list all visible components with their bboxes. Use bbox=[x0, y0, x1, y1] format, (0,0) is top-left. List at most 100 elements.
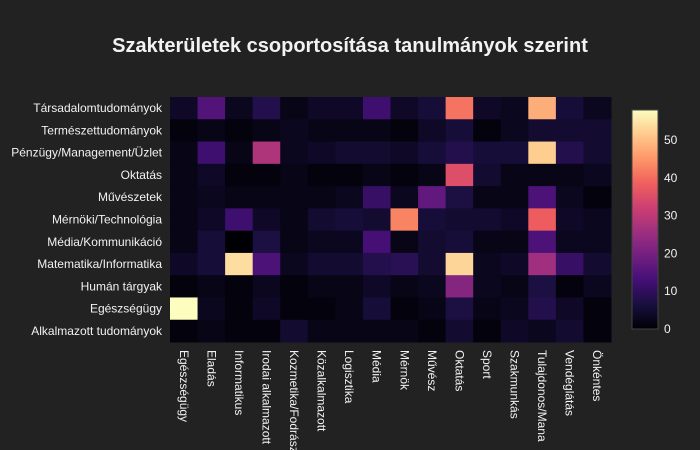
heatmap-cell bbox=[170, 186, 199, 209]
heatmap-cell bbox=[555, 319, 584, 343]
heatmap-cell bbox=[252, 230, 281, 254]
heatmap-cell bbox=[307, 319, 336, 343]
heatmap-cell bbox=[335, 297, 364, 321]
colorbar-tick-label: 10 bbox=[664, 284, 678, 298]
heatmap-cell bbox=[390, 297, 419, 321]
heatmap-cell bbox=[500, 186, 529, 209]
heatmap-cell bbox=[390, 186, 419, 209]
heatmap-cell bbox=[335, 319, 364, 343]
heatmap-cell bbox=[418, 186, 447, 209]
heatmap-cell bbox=[362, 119, 391, 143]
heatmap-cells bbox=[170, 97, 612, 343]
x-tick-label: Média bbox=[370, 350, 384, 383]
y-tick-label: Matematika/Informatika bbox=[37, 257, 162, 271]
heatmap-cell bbox=[307, 297, 336, 321]
heatmap-cell bbox=[555, 163, 584, 187]
heatmap-cell bbox=[280, 208, 309, 232]
heatmap-cell bbox=[473, 119, 502, 143]
x-tick-label: Irodai alkalmazott bbox=[259, 350, 273, 445]
heatmap-cell bbox=[225, 297, 254, 321]
heatmap-cell bbox=[445, 163, 474, 187]
heatmap-cell bbox=[473, 297, 502, 321]
colorbar-tick-label: 40 bbox=[664, 171, 678, 185]
heatmap-cell bbox=[197, 119, 226, 143]
x-tick-label: Oktatás bbox=[452, 350, 466, 391]
x-tick-label: Mérnök bbox=[397, 350, 411, 391]
x-tick-label: Közalkalmazott bbox=[315, 350, 329, 432]
heatmap-cell bbox=[252, 275, 281, 298]
heatmap-cell bbox=[225, 252, 254, 276]
heatmap-cell bbox=[473, 319, 502, 343]
heatmap-cell bbox=[335, 97, 364, 120]
heatmap-cell bbox=[500, 230, 529, 254]
heatmap-cell bbox=[583, 186, 612, 209]
heatmap-cell bbox=[418, 252, 447, 276]
colorbar-tick-label: 30 bbox=[664, 209, 678, 223]
heatmap-cell bbox=[252, 208, 281, 232]
heatmap-cell bbox=[528, 163, 557, 187]
heatmap-cell bbox=[500, 319, 529, 343]
heatmap-cell bbox=[583, 252, 612, 276]
x-tick-label: Önkéntes bbox=[590, 350, 604, 401]
chart-title: Szakterületek csoportosítása tanulmányok… bbox=[112, 35, 588, 57]
heatmap-cell bbox=[473, 208, 502, 232]
heatmap-cell bbox=[473, 97, 502, 120]
heatmap-cell bbox=[280, 141, 309, 165]
heatmap-cell bbox=[418, 119, 447, 143]
heatmap-cell bbox=[555, 119, 584, 143]
y-tick-label: Természettudományok bbox=[41, 123, 163, 137]
heatmap-cell bbox=[225, 97, 254, 120]
heatmap-cell bbox=[362, 252, 391, 276]
heatmap-cell bbox=[555, 297, 584, 321]
heatmap-cell bbox=[197, 275, 226, 298]
heatmap-cell bbox=[252, 297, 281, 321]
heatmap-cell bbox=[252, 141, 281, 165]
heatmap-cell bbox=[445, 186, 474, 209]
heatmap-cell bbox=[583, 297, 612, 321]
heatmap-cell bbox=[583, 275, 612, 298]
heatmap-cell bbox=[335, 230, 364, 254]
heatmap-cell bbox=[225, 141, 254, 165]
heatmap-cell bbox=[197, 208, 226, 232]
heatmap-cell bbox=[252, 252, 281, 276]
heatmap-cell bbox=[390, 208, 419, 232]
heatmap-cell bbox=[197, 252, 226, 276]
heatmap-cell bbox=[280, 119, 309, 143]
heatmap-cell bbox=[473, 141, 502, 165]
heatmap-cell bbox=[528, 141, 557, 165]
heatmap-cell bbox=[335, 252, 364, 276]
heatmap-cell bbox=[225, 186, 254, 209]
heatmap-cell bbox=[307, 275, 336, 298]
heatmap-cell bbox=[473, 163, 502, 187]
colorbar-tick-label: 0 bbox=[664, 322, 671, 336]
heatmap-cell bbox=[418, 297, 447, 321]
heatmap-cell bbox=[555, 97, 584, 120]
heatmap-cell bbox=[528, 252, 557, 276]
heatmap-cell bbox=[445, 141, 474, 165]
heatmap-cell bbox=[583, 230, 612, 254]
heatmap-cell bbox=[170, 119, 199, 143]
heatmap-cell bbox=[362, 97, 391, 120]
y-tick-label: Alkalmazott tudományok bbox=[31, 324, 163, 338]
heatmap-cell bbox=[583, 319, 612, 343]
x-tick-label: Tulajdonos/Mana bbox=[535, 350, 549, 442]
heatmap-cell bbox=[473, 230, 502, 254]
heatmap-cell bbox=[335, 208, 364, 232]
heatmap-cell bbox=[280, 230, 309, 254]
heatmap-cell bbox=[225, 163, 254, 187]
heatmap-cell bbox=[307, 119, 336, 143]
heatmap-cell bbox=[197, 186, 226, 209]
y-axis-labels: Társadalomtudományok Természettudományok P… bbox=[11, 101, 163, 338]
heatmap-cell bbox=[252, 319, 281, 343]
heatmap-cell bbox=[418, 275, 447, 298]
heatmap-cell bbox=[500, 163, 529, 187]
heatmap-cell bbox=[583, 163, 612, 187]
heatmap-cell bbox=[555, 275, 584, 298]
heatmap-cell bbox=[528, 230, 557, 254]
heatmap-cell bbox=[445, 97, 474, 120]
y-tick-label: Humán tárgyak bbox=[81, 279, 163, 293]
heatmap-cell bbox=[473, 186, 502, 209]
heatmap-cell bbox=[170, 230, 199, 254]
heatmap-cell bbox=[362, 208, 391, 232]
